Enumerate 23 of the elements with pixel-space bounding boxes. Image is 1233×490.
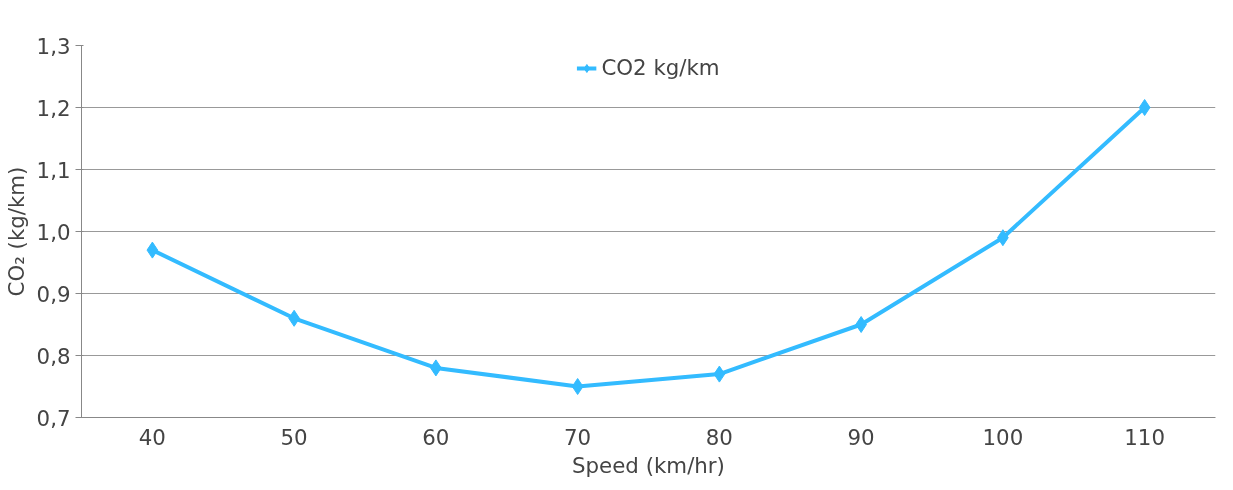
- y-tick-label: 0,9: [36, 281, 71, 307]
- x-tick-label: 90: [847, 424, 875, 450]
- x-axis-title: Speed (km/hr): [572, 452, 725, 478]
- x-tick-label: 80: [705, 424, 733, 450]
- point: [855, 316, 867, 333]
- y-tick-label: 1,1: [36, 157, 71, 183]
- x-tick-label: 60: [422, 424, 450, 450]
- point: [146, 241, 159, 259]
- x-tick-label: 110: [1124, 424, 1165, 450]
- x-tick-label: 50: [280, 424, 308, 450]
- y-tick-label: 1,3: [36, 33, 71, 59]
- x-tick-label: 70: [564, 424, 592, 450]
- y-axis-title: CO₂ (kg/km): [3, 166, 29, 297]
- point: [571, 378, 584, 395]
- legend-label: CO2 kg/km: [601, 55, 720, 80]
- x-tick-label: 40: [138, 424, 166, 450]
- y-tick-label: 0,8: [36, 343, 71, 369]
- y-tick-label: 1,2: [36, 95, 71, 121]
- y-tick-label: 0,7: [36, 405, 71, 431]
- point: [1138, 99, 1151, 116]
- y-tick-label: 1,0: [36, 219, 71, 245]
- point: [713, 365, 726, 383]
- x-tick-label: 100: [982, 424, 1024, 450]
